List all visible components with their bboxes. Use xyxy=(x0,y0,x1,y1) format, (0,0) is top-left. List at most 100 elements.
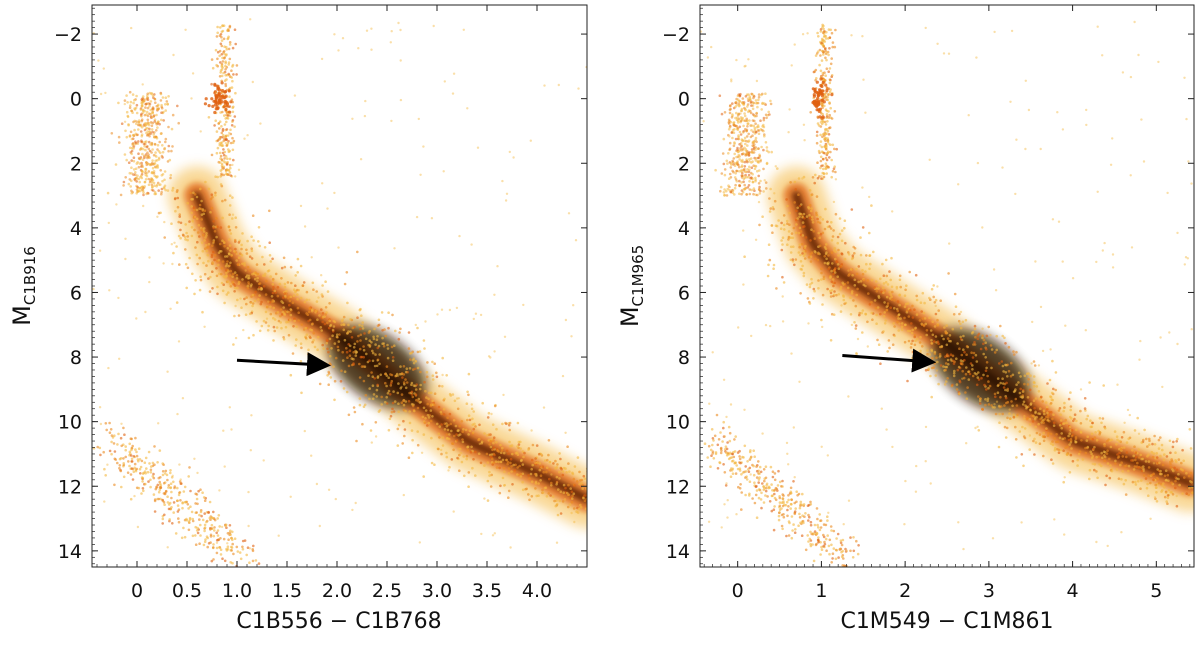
star-point xyxy=(458,424,462,428)
star-point xyxy=(886,350,889,353)
star-point xyxy=(391,359,395,363)
star-point xyxy=(369,429,373,432)
star-point xyxy=(898,293,901,297)
x-tick-label: 1.5 xyxy=(272,580,302,602)
star-point xyxy=(521,488,525,492)
star-point xyxy=(718,94,722,97)
star-point xyxy=(799,292,802,295)
star-point xyxy=(437,447,440,451)
star-point xyxy=(135,454,139,458)
star-point xyxy=(397,337,401,341)
star-point xyxy=(741,139,744,143)
star-point xyxy=(438,425,442,428)
star-point xyxy=(199,278,203,282)
star-point xyxy=(327,383,331,387)
star-point xyxy=(196,240,199,244)
star-point xyxy=(896,300,900,303)
star-point xyxy=(134,469,138,473)
star-point xyxy=(234,226,238,229)
star-point xyxy=(151,130,154,134)
star-point xyxy=(1158,461,1161,465)
star-point xyxy=(225,172,228,176)
star-point xyxy=(381,342,384,346)
star-point xyxy=(1067,434,1070,438)
star-point xyxy=(319,326,323,329)
star-point xyxy=(295,325,298,328)
star-point xyxy=(231,148,235,152)
star-point xyxy=(212,543,215,546)
star-point xyxy=(218,49,222,53)
star-point xyxy=(978,402,982,405)
star-point xyxy=(447,469,450,472)
star-point xyxy=(351,326,355,330)
star-point xyxy=(1062,409,1065,413)
star-point xyxy=(304,336,308,340)
star-point xyxy=(227,47,231,51)
star-point xyxy=(954,305,958,309)
star-point xyxy=(812,287,816,291)
star-point xyxy=(893,306,896,310)
star-point xyxy=(1012,350,1015,353)
star-point xyxy=(173,197,177,201)
star-point xyxy=(584,507,587,511)
star-point xyxy=(932,366,936,369)
star-point xyxy=(739,119,743,123)
star-point xyxy=(212,546,215,549)
star-point xyxy=(530,467,533,471)
star-point xyxy=(438,384,441,388)
star-point xyxy=(859,253,863,257)
star-point xyxy=(767,110,770,114)
star-point xyxy=(143,124,147,127)
star-point xyxy=(356,250,359,254)
star-point xyxy=(193,457,196,460)
star-point xyxy=(742,124,745,128)
star-point xyxy=(819,121,823,124)
star-point xyxy=(227,89,231,93)
star-point xyxy=(964,372,968,376)
star-point xyxy=(456,456,459,460)
star-point xyxy=(134,167,138,170)
star-point xyxy=(226,37,230,40)
star-point xyxy=(456,429,460,433)
star-point xyxy=(416,366,420,370)
star-point xyxy=(154,101,157,104)
star-point xyxy=(964,318,968,322)
star-point xyxy=(850,208,854,211)
star-point xyxy=(251,80,254,84)
star-point xyxy=(886,283,890,286)
star-point xyxy=(152,493,156,496)
star-point xyxy=(1074,440,1077,444)
star-point xyxy=(789,245,793,249)
star-point xyxy=(499,451,503,455)
star-point xyxy=(348,354,352,358)
star-point xyxy=(825,148,828,151)
star-point xyxy=(122,475,126,479)
star-point xyxy=(458,447,462,451)
star-point xyxy=(492,439,495,442)
star-point xyxy=(820,84,824,89)
star-point xyxy=(333,379,337,383)
star-point xyxy=(831,143,835,147)
star-point xyxy=(819,28,823,31)
star-point xyxy=(744,108,747,112)
star-point xyxy=(243,263,246,267)
star-point xyxy=(982,373,985,377)
star-point xyxy=(1106,449,1109,453)
star-point xyxy=(487,433,491,437)
star-point xyxy=(222,153,226,157)
star-point xyxy=(947,272,950,275)
star-point xyxy=(279,308,283,311)
star-point xyxy=(223,465,226,468)
star-point xyxy=(426,413,430,417)
star-point xyxy=(985,388,988,391)
star-point xyxy=(230,76,233,79)
star-point xyxy=(802,254,806,257)
star-point xyxy=(445,451,448,455)
star-point xyxy=(1116,453,1119,456)
star-point xyxy=(760,93,763,97)
star-point xyxy=(148,134,151,138)
star-point xyxy=(509,546,512,549)
star-point xyxy=(430,391,433,395)
star-point xyxy=(226,548,230,551)
star-point xyxy=(137,459,140,463)
